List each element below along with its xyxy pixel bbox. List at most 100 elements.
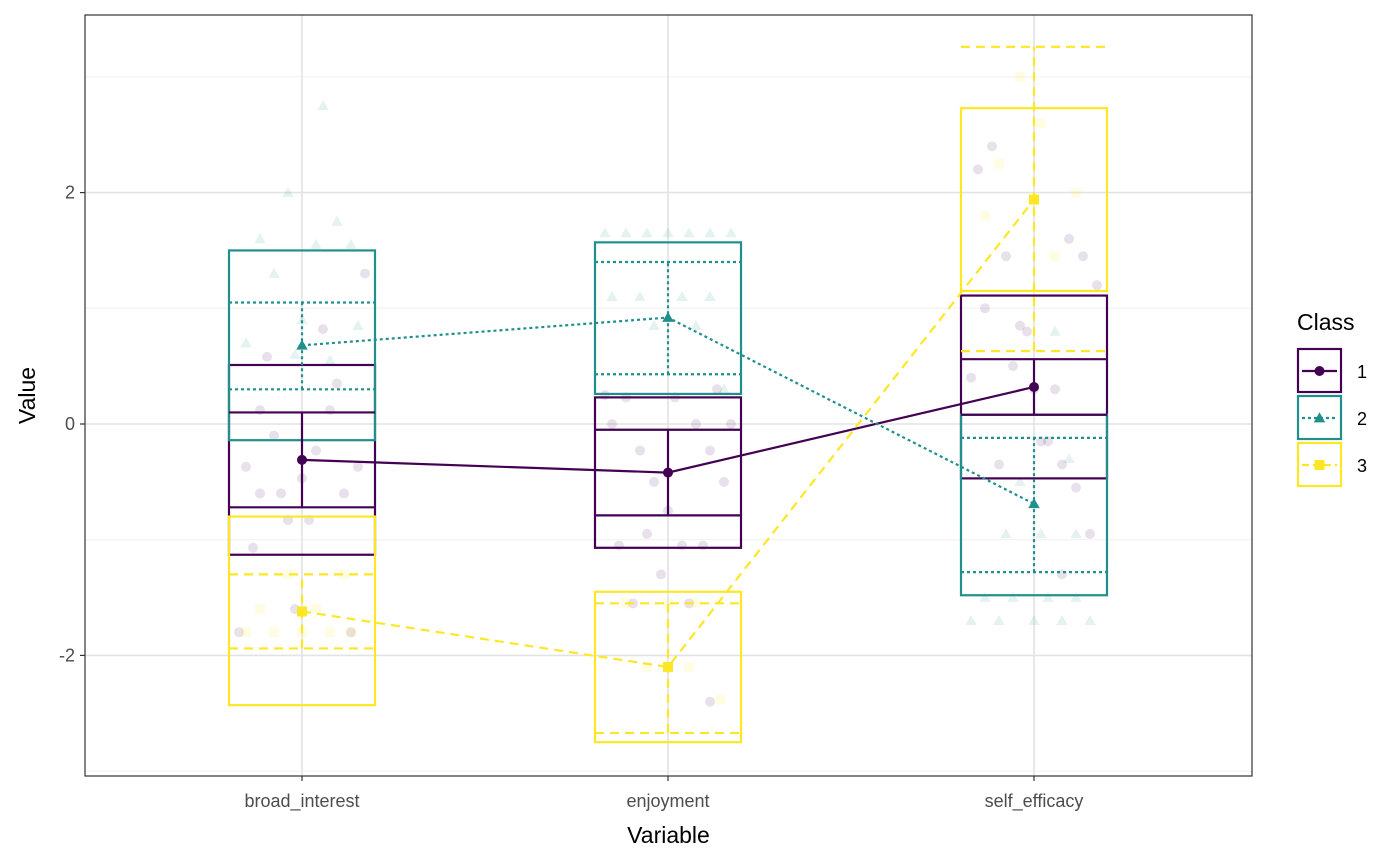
data-point <box>1001 251 1011 262</box>
data-point <box>352 319 364 330</box>
data-point <box>600 390 610 401</box>
data-point <box>691 598 701 609</box>
jitter-points <box>234 71 1102 707</box>
data-point <box>1070 591 1082 602</box>
legend-marker <box>1314 460 1325 470</box>
data-point <box>634 290 646 302</box>
data-point <box>684 661 694 672</box>
data-point <box>993 614 1005 626</box>
mean-marker <box>662 311 674 322</box>
data-point <box>346 627 356 638</box>
data-point <box>255 604 265 615</box>
data-point <box>240 337 252 348</box>
data-point <box>1036 436 1046 447</box>
data-point <box>283 569 293 580</box>
mean-marker <box>296 339 308 350</box>
error-bars <box>229 45 1107 735</box>
data-point <box>353 461 363 472</box>
data-point <box>712 384 722 395</box>
legend-label: 2 <box>1357 409 1367 429</box>
axes: -2 0 2 broad_interest enjoyment self_efficacy <box>59 183 1083 812</box>
data-point <box>973 164 983 175</box>
data-point <box>345 238 357 249</box>
data-point <box>1015 320 1025 331</box>
legend-title: Class <box>1297 309 1355 335</box>
mean-marker <box>663 467 673 478</box>
data-point <box>1057 569 1067 580</box>
data-point <box>1028 614 1040 626</box>
y-tick-label: 2 <box>65 183 75 203</box>
series-line <box>301 198 1035 669</box>
data-point <box>642 661 652 672</box>
data-point <box>1049 325 1061 336</box>
data-point <box>234 627 244 638</box>
data-point <box>980 210 990 221</box>
legend-marker <box>1314 366 1325 376</box>
data-point <box>979 591 991 602</box>
data-point <box>248 542 258 553</box>
data-point <box>683 227 695 238</box>
data-point <box>269 430 279 441</box>
data-point <box>1008 361 1018 372</box>
data-point <box>282 186 294 197</box>
x-axis-title: Variable <box>627 822 710 848</box>
data-point <box>1071 482 1081 493</box>
data-point <box>994 158 1004 169</box>
data-point <box>966 372 976 383</box>
data-point <box>1036 118 1046 129</box>
data-point <box>1042 591 1054 602</box>
data-point <box>269 627 279 638</box>
data-point <box>698 540 708 551</box>
data-point <box>641 227 653 238</box>
data-point <box>980 303 990 314</box>
sd-box <box>593 241 743 396</box>
data-point <box>1050 384 1060 395</box>
data-point <box>1057 459 1067 470</box>
data-point <box>662 227 674 238</box>
y-tick-label: 0 <box>65 414 75 434</box>
data-point <box>332 378 342 389</box>
data-point <box>331 215 343 226</box>
y-axis-title: Value <box>14 367 40 424</box>
data-point <box>310 238 322 249</box>
data-point <box>296 314 308 325</box>
data-point <box>994 459 1004 470</box>
mean-marker <box>297 606 307 617</box>
data-point <box>255 488 265 499</box>
data-point <box>317 100 329 111</box>
mean-marker <box>663 661 673 672</box>
data-point <box>642 528 652 539</box>
x-tick-label: enjoyment <box>626 791 709 811</box>
data-point <box>1050 251 1060 262</box>
data-point <box>620 227 632 238</box>
data-point <box>1071 187 1081 198</box>
data-point <box>241 627 251 638</box>
data-point <box>719 476 729 487</box>
mean-marker <box>1028 498 1040 509</box>
data-point <box>718 383 730 394</box>
data-point <box>276 488 286 499</box>
gridlines <box>85 15 1252 776</box>
sd-box <box>227 515 377 707</box>
mean-markers <box>296 194 1040 672</box>
data-point <box>705 696 715 707</box>
mean-marker <box>297 454 307 465</box>
data-point <box>1078 251 1088 262</box>
data-point <box>339 488 349 499</box>
data-point <box>663 598 673 609</box>
data-point <box>268 267 280 278</box>
data-point <box>1022 326 1032 337</box>
data-point <box>676 290 688 302</box>
data-point <box>677 540 687 551</box>
legend-marker <box>1313 412 1326 423</box>
data-point <box>324 354 336 365</box>
data-point <box>648 319 660 330</box>
sd-box <box>593 396 743 549</box>
data-point <box>311 445 321 456</box>
sd-box <box>593 590 743 744</box>
data-point <box>635 445 645 456</box>
data-point <box>599 227 611 238</box>
x-tick-label: self_efficacy <box>985 791 1084 812</box>
